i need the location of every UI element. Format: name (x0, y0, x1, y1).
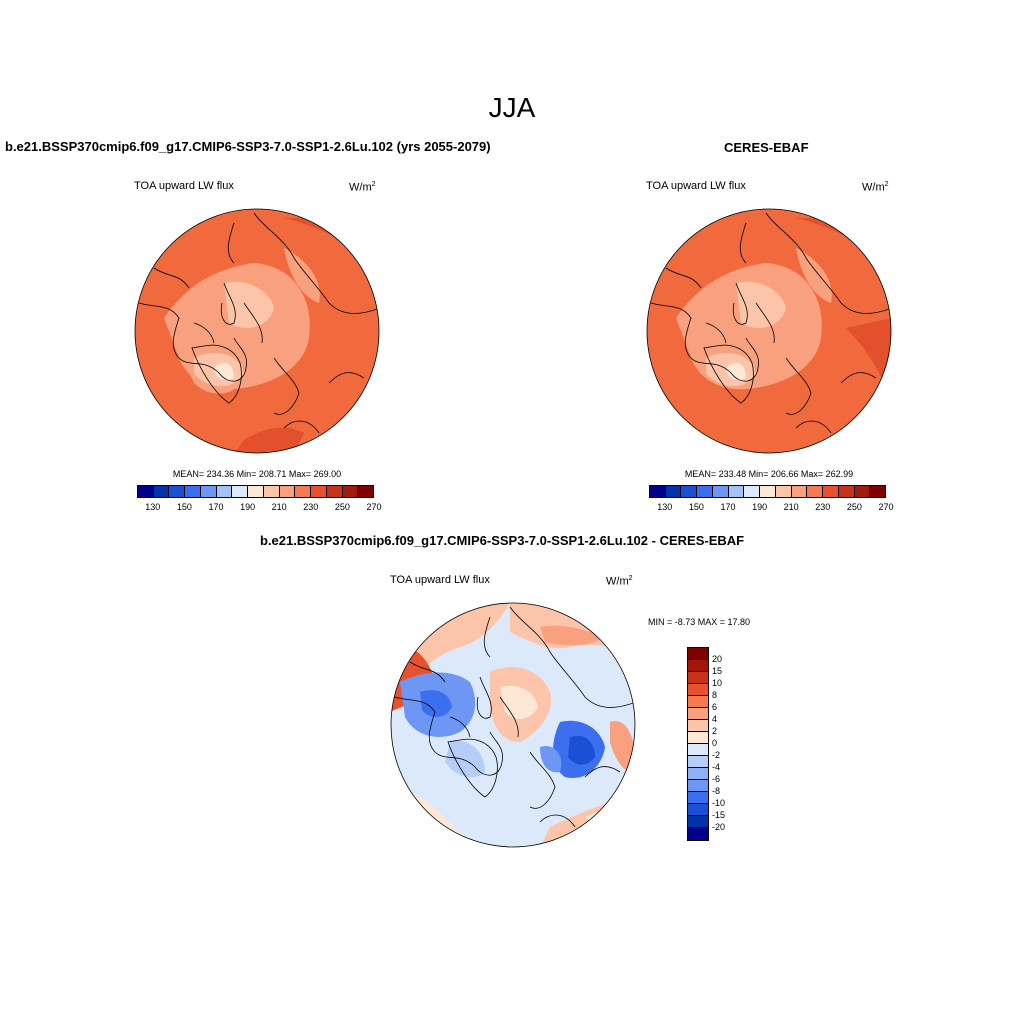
colorbar-tick-label: 8 (712, 690, 718, 700)
panel-1-map (134, 208, 380, 454)
panel-1-units: W/m2 (349, 181, 376, 194)
colorbar-swatch (688, 780, 708, 792)
panel-1-stats: MEAN= 234.36 Min= 208.71 Max= 269.00 (172, 469, 342, 479)
panel-1-variable: TOA upward LW flux (134, 180, 234, 192)
colorbar-swatch (697, 486, 713, 497)
colorbar-swatch (728, 486, 745, 497)
colorbar-tick-label: 210 (271, 502, 287, 512)
colorbar-tick-label: 270 (878, 502, 894, 512)
colorbar-tick-label: 190 (752, 502, 768, 512)
colorbar-swatch (688, 792, 708, 804)
colorbar-tick-label: -4 (712, 762, 721, 772)
colorbar-tick-label: 250 (846, 502, 862, 512)
colorbar-tick-label: -2 (712, 750, 721, 760)
colorbar-swatch (870, 486, 886, 497)
colorbar-tick-label: 230 (303, 502, 319, 512)
colorbar-swatch (138, 486, 154, 497)
colorbar-tick-label: 170 (720, 502, 736, 512)
colorbar-tick-label: -20 (712, 822, 726, 832)
colorbar-tick-label: 15 (712, 666, 723, 676)
colorbar-swatch (688, 828, 708, 840)
colorbar-tick-label: 190 (240, 502, 256, 512)
colorbar-tick-label: 150 (176, 502, 192, 512)
panel-2-colorbar (649, 485, 886, 498)
panel-3-map (390, 602, 636, 848)
colorbar-tick-label: 10 (712, 678, 723, 688)
colorbar-tick-label: -10 (712, 798, 726, 808)
colorbar-tick-label: 210 (783, 502, 799, 512)
colorbar-swatch (232, 486, 249, 497)
colorbar-swatch (775, 486, 792, 497)
colorbar-tick-label: -6 (712, 774, 721, 784)
colorbar-swatch (248, 486, 264, 497)
colorbar-swatch (688, 696, 708, 708)
colorbar-swatch (760, 486, 776, 497)
colorbar-swatch (342, 486, 359, 497)
panel-2-colorbar-ticks: 130 150 170 190 210 230 250 270 (649, 502, 893, 514)
colorbar-swatch (311, 486, 327, 497)
colorbar-tick-label: 20 (712, 654, 723, 664)
panel-1-title: b.e21.BSSP370cmip6.f09_g17.CMIP6-SSP3-7.… (5, 139, 491, 154)
colorbar-swatch (681, 486, 698, 497)
colorbar-tick-label: 6 (712, 702, 718, 712)
colorbar-swatch (688, 648, 708, 660)
colorbar-swatch (854, 486, 871, 497)
colorbar-swatch (326, 486, 343, 497)
panel-3-title: b.e21.BSSP370cmip6.f09_g17.CMIP6-SSP3-7.… (260, 533, 745, 548)
colorbar-swatch (688, 768, 708, 780)
colorbar-swatch (153, 486, 170, 497)
panel-3-variable: TOA upward LW flux (390, 574, 490, 586)
colorbar-swatch (688, 660, 708, 672)
colorbar-swatch (169, 486, 186, 497)
colorbar-swatch (838, 486, 855, 497)
colorbar-swatch (712, 486, 729, 497)
panel-3-units: W/m2 (606, 575, 633, 588)
panel-3-colorbar (687, 647, 709, 841)
colorbar-swatch (688, 816, 708, 828)
panel-2-variable: TOA upward LW flux (646, 180, 746, 192)
colorbar-tick-label: 4 (712, 714, 718, 724)
panel-2-stats: MEAN= 233.48 Min= 206.66 Max= 262.99 (684, 469, 854, 479)
panel-2-title: CERES-EBAF (724, 140, 809, 155)
colorbar-swatch (688, 732, 708, 744)
colorbar-tick-label: 130 (657, 502, 673, 512)
colorbar-swatch (688, 708, 708, 720)
colorbar-tick-label: 150 (688, 502, 704, 512)
colorbar-swatch (688, 672, 708, 684)
colorbar-swatch (688, 804, 708, 816)
panel-1-colorbar-ticks: 130 150 170 190 210 230 250 270 (137, 502, 381, 514)
colorbar-tick-label: 0 (712, 738, 718, 748)
panel-1-colorbar (137, 485, 374, 498)
colorbar-swatch (688, 744, 708, 756)
colorbar-swatch (650, 486, 666, 497)
main-title: JJA (488, 92, 536, 123)
colorbar-swatch (279, 486, 296, 497)
panel-3-stats: MIN = -8.73 MAX = 17.80 (648, 617, 751, 627)
colorbar-swatch (688, 684, 708, 696)
colorbar-tick-label: 2 (712, 726, 718, 736)
colorbar-swatch (665, 486, 682, 497)
colorbar-tick-label: 170 (208, 502, 224, 512)
colorbar-swatch (744, 486, 761, 497)
colorbar-swatch (791, 486, 808, 497)
colorbar-swatch (295, 486, 312, 497)
colorbar-swatch (216, 486, 233, 497)
colorbar-swatch (823, 486, 839, 497)
colorbar-tick-label: -8 (712, 786, 721, 796)
colorbar-swatch (263, 486, 280, 497)
panel-2-map (646, 208, 892, 454)
colorbar-swatch (200, 486, 217, 497)
panel-2-units: W/m2 (862, 181, 889, 194)
colorbar-swatch (688, 756, 708, 768)
colorbar-tick-label: 230 (815, 502, 831, 512)
colorbar-tick-label: 130 (145, 502, 161, 512)
colorbar-tick-label: 270 (366, 502, 382, 512)
panel-3-colorbar-ticks: 20 15 10 8 6 4 2 0 -2 -4 -6 -8 -10 -15 -20 (712, 647, 742, 841)
colorbar-swatch (807, 486, 824, 497)
colorbar-tick-label: 250 (334, 502, 350, 512)
colorbar-tick-label: -15 (712, 810, 726, 820)
colorbar-swatch (688, 720, 708, 732)
colorbar-swatch (358, 486, 374, 497)
colorbar-swatch (185, 486, 201, 497)
